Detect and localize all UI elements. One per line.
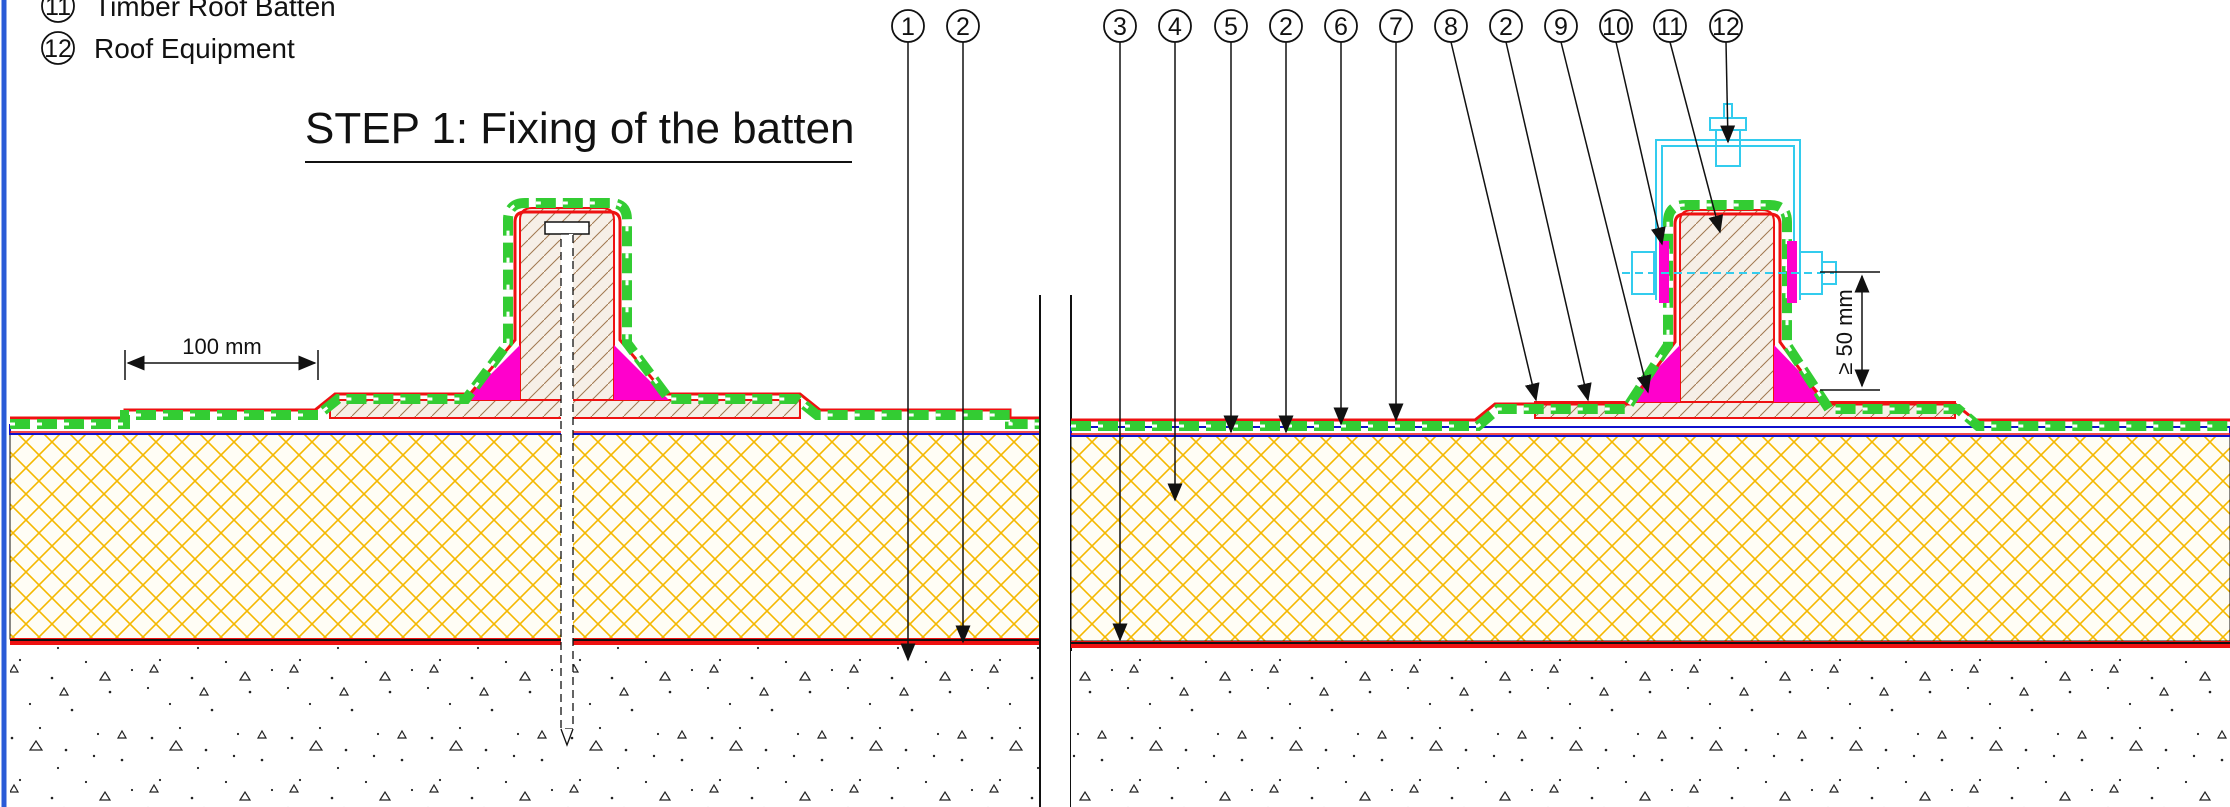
cover-board xyxy=(1070,426,2230,437)
callout-5: 5 xyxy=(1214,9,1248,434)
insulation-layer xyxy=(9,433,1041,640)
vapour-control-layer xyxy=(10,638,1040,645)
callout-number: 4 xyxy=(1168,13,1182,41)
callout-number: 3 xyxy=(1113,13,1127,41)
callout-4: 4 xyxy=(1158,9,1192,502)
callout-number: 9 xyxy=(1554,13,1568,41)
callout-10: 10 xyxy=(1599,9,1666,246)
insulation-layer xyxy=(1070,435,2230,642)
callout-number: 10 xyxy=(1602,13,1630,41)
timber-batten xyxy=(1679,209,1775,403)
dimension-50mm: ≥ 50 mm xyxy=(1820,271,1880,391)
callout-2: 2 xyxy=(1489,9,1592,402)
vapour-control-layer xyxy=(1071,641,2230,648)
legend-item-12: 12 Roof Equipment xyxy=(41,31,295,65)
callout-number: 2 xyxy=(956,13,970,41)
callout-12: 12 xyxy=(1709,9,1743,144)
concrete-deck xyxy=(1071,651,2230,807)
callout-1: 1 xyxy=(891,9,925,662)
left-panel: 100 mm 1 2 xyxy=(9,9,1041,807)
callout-2: 2 xyxy=(1269,9,1303,434)
callout-number: 11 xyxy=(1657,13,1683,41)
callout-number: 7 xyxy=(1389,13,1403,41)
callout-11: 11 xyxy=(1653,9,1724,234)
fixing-screw xyxy=(544,221,590,747)
right-panel: ≥ 50 mm 3 4 5 2 6 7 xyxy=(1070,9,2230,807)
callout-9: 9 xyxy=(1544,9,1652,394)
drawing-title: STEP 1: Fixing of the batten xyxy=(305,104,855,153)
callout-number: 2 xyxy=(1279,13,1293,41)
callout-number: 8 xyxy=(1444,13,1458,41)
legend-label: Roof Equipment xyxy=(94,33,295,64)
callout-number: 1 xyxy=(901,13,915,41)
legend-item-11: 11 Timber Roof Batten xyxy=(41,0,336,23)
callout-number: 5 xyxy=(1224,13,1238,41)
callout-3: 3 xyxy=(1103,9,1137,642)
dimension-label: 100 mm xyxy=(182,334,261,359)
roof-equipment-clamp xyxy=(1622,103,1837,303)
callout-number: 12 xyxy=(1712,13,1740,41)
dimension-label: ≥ 50 mm xyxy=(1832,289,1857,374)
legend-label: Timber Roof Batten xyxy=(94,0,336,22)
dimension-100mm: 100 mm xyxy=(124,334,319,380)
callout-8: 8 xyxy=(1434,9,1540,402)
callout-6: 6 xyxy=(1324,9,1358,426)
callout-2: 2 xyxy=(946,9,980,644)
legend-number: 11 xyxy=(45,0,71,21)
callout-number: 2 xyxy=(1499,13,1513,41)
concrete-deck xyxy=(10,645,1040,807)
callout-number: 6 xyxy=(1334,13,1348,41)
legend: 11 Timber Roof Batten 12 Roof Equipment xyxy=(41,0,336,65)
callout-7: 7 xyxy=(1379,9,1413,422)
cap-sheet-red xyxy=(1071,212,2230,422)
legend-number: 12 xyxy=(44,35,72,63)
